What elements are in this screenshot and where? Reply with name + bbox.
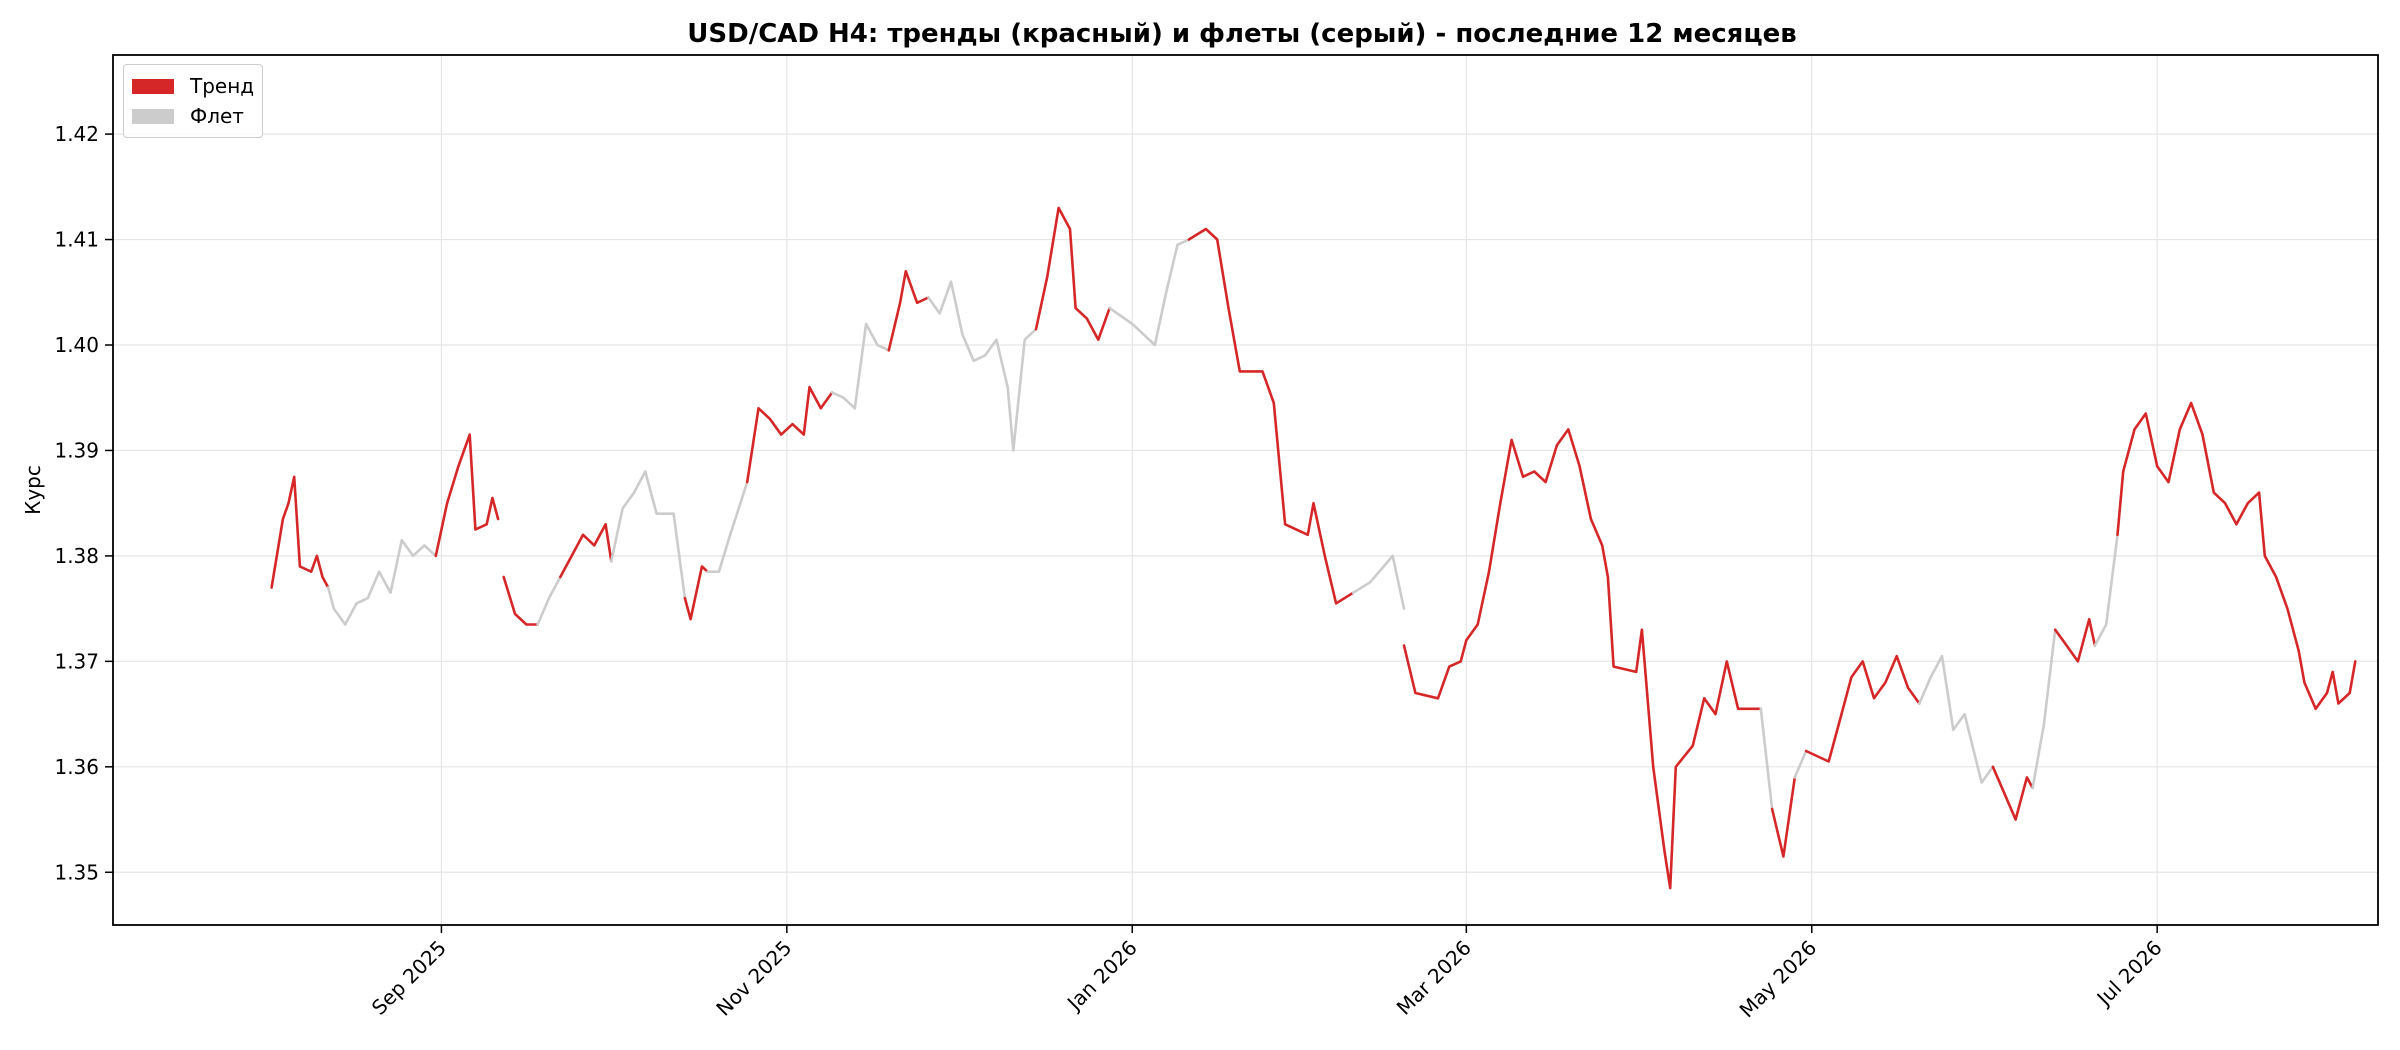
- y-tick-label: 1.41: [54, 228, 99, 252]
- flat-segment: [1918, 654, 1995, 784]
- y-tick-label: 1.37: [54, 649, 99, 673]
- flat-segment: [830, 322, 891, 410]
- legend-item-flat: Флет: [132, 101, 254, 131]
- flat-segment: [1351, 554, 1406, 610]
- y-tick-label: 1.38: [54, 544, 99, 568]
- legend-label-trend: Тренд: [190, 74, 255, 98]
- flat-segment: [2093, 533, 2119, 647]
- trend-segment: [1187, 227, 1355, 605]
- trend-segment: [558, 522, 613, 579]
- y-tick-label: 1.42: [54, 122, 99, 146]
- trend-segment: [1476, 428, 1763, 890]
- flat-segment: [2031, 628, 2057, 790]
- x-tick-label: May 2026: [1735, 936, 1822, 1023]
- trend-segment: [1402, 623, 1479, 700]
- legend: Тренд Флет: [123, 64, 264, 138]
- flat-segment: [1759, 707, 1774, 811]
- y-tick-label: 1.36: [54, 755, 99, 779]
- flat-segment: [927, 280, 1038, 452]
- x-tick-label: Jan 2026: [1061, 936, 1142, 1017]
- flat-segment: [536, 575, 562, 626]
- chart-title: USD/CAD H4: тренды (красный) и флеты (се…: [687, 19, 1796, 49]
- y-tick-label: 1.35: [54, 860, 99, 884]
- trend-segment: [1804, 654, 1921, 763]
- trend-segment: [2116, 401, 2357, 711]
- trend-segment: [434, 433, 500, 558]
- trend-segment: [1770, 776, 1797, 858]
- plot-frame: [112, 54, 2379, 926]
- y-tick-label: 1.40: [54, 333, 99, 357]
- x-tick-label: Jul 2026: [2091, 936, 2167, 1012]
- x-axis-ticks: Sep 2025 Nov 2025 Jan 2026 Mar 2026 May 2026…: [367, 925, 2167, 1022]
- trend-segment: [2053, 617, 2097, 663]
- y-axis-ticks: 1.35 1.36 1.37 1.38 1.39 1.40 1.41 1.42: [54, 122, 113, 884]
- trend-segment: [1991, 765, 2034, 821]
- flat-segment: [1108, 238, 1191, 347]
- legend-label-flat: Флет: [190, 104, 244, 128]
- trend-segment: [745, 385, 834, 484]
- trend-segment: [887, 269, 930, 352]
- x-tick-label: Sep 2025: [367, 936, 451, 1020]
- price-series: [270, 206, 2357, 890]
- flat-segment: [326, 538, 438, 626]
- grid-lines: [113, 55, 2378, 925]
- x-tick-label: Nov 2025: [711, 936, 796, 1021]
- legend-swatch-flat: [132, 108, 174, 124]
- trend-segment: [683, 565, 709, 621]
- flat-segment: [609, 470, 687, 600]
- flat-segment: [1793, 749, 1808, 779]
- y-axis-label: Курс: [21, 465, 45, 515]
- y-tick-label: 1.39: [54, 438, 99, 462]
- legend-item-trend: Тренд: [132, 71, 254, 101]
- trend-segment: [270, 475, 330, 589]
- x-tick-label: Mar 2026: [1392, 936, 1476, 1020]
- trend-segment: [1034, 206, 1111, 342]
- trend-segment: [502, 575, 540, 626]
- flat-segment: [706, 480, 749, 574]
- legend-swatch-trend: [132, 78, 174, 94]
